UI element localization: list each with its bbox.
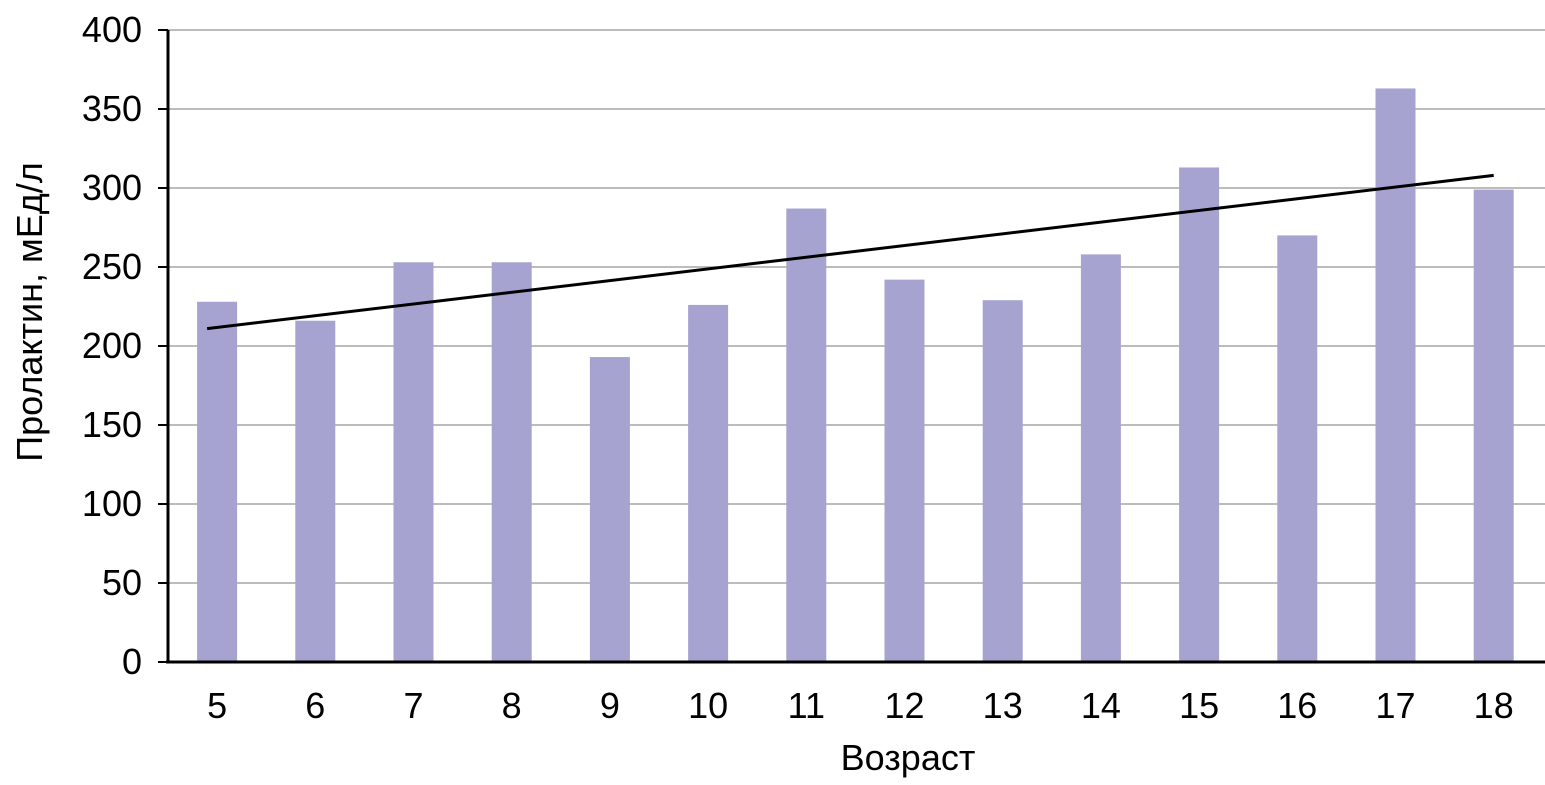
x-tick-label: 15 — [1179, 685, 1219, 726]
x-tick-label: 9 — [600, 685, 620, 726]
y-tick-label: 50 — [102, 562, 142, 603]
x-tick-label: 17 — [1375, 685, 1415, 726]
x-tick-labels: 5 6 7 8 9 10 11 12 13 14 15 16 17 18 — [207, 685, 1514, 726]
x-tick-label: 13 — [983, 685, 1023, 726]
x-tick-label: 18 — [1474, 685, 1514, 726]
y-tick-label: 350 — [82, 88, 142, 129]
y-tick-label: 200 — [82, 325, 142, 366]
x-tick-label: 7 — [403, 685, 423, 726]
x-tick-label: 5 — [207, 685, 227, 726]
bar-age-14 — [1080, 254, 1121, 663]
x-tick-label: 14 — [1081, 685, 1121, 726]
x-tick-label: 8 — [502, 685, 522, 726]
bar-age-16 — [1277, 235, 1318, 662]
gridlines — [168, 29, 1545, 584]
bar-age-12 — [884, 279, 925, 662]
bar-age-17 — [1375, 88, 1416, 662]
linear-trendline — [206, 173, 1494, 331]
bar-age-7 — [393, 262, 434, 662]
bar-age-13 — [982, 300, 1023, 662]
bar-age-10 — [688, 304, 729, 662]
y-tick-label: 150 — [82, 404, 142, 445]
y-axis-title: Пролактин, мЕд/л — [9, 162, 50, 462]
x-tick-label: 10 — [688, 685, 728, 726]
bar-age-8 — [491, 262, 532, 662]
y-tick-label: 0 — [122, 641, 142, 682]
bar-age-5 — [197, 301, 238, 662]
x-tick-label: 11 — [788, 685, 825, 726]
bar-age-6 — [295, 320, 336, 662]
bar-age-9 — [589, 357, 630, 662]
bar-age-18 — [1473, 189, 1514, 662]
x-axis-title: Возраст — [841, 737, 976, 778]
x-tick-label: 12 — [884, 685, 924, 726]
y-tick-label: 400 — [82, 9, 142, 50]
y-tick-label: 100 — [82, 483, 142, 524]
trendline-layer — [206, 173, 1494, 331]
x-tick-label: 6 — [305, 685, 325, 726]
y-tick-labels: 0 50 100 150 200 250 300 350 400 — [82, 9, 168, 682]
bars — [197, 88, 1514, 663]
x-tick-label: 16 — [1277, 685, 1317, 726]
y-tick-label: 250 — [82, 246, 142, 287]
bar-age-11 — [786, 208, 827, 663]
bar-age-15 — [1179, 167, 1220, 662]
y-tick-label: 300 — [82, 167, 142, 208]
